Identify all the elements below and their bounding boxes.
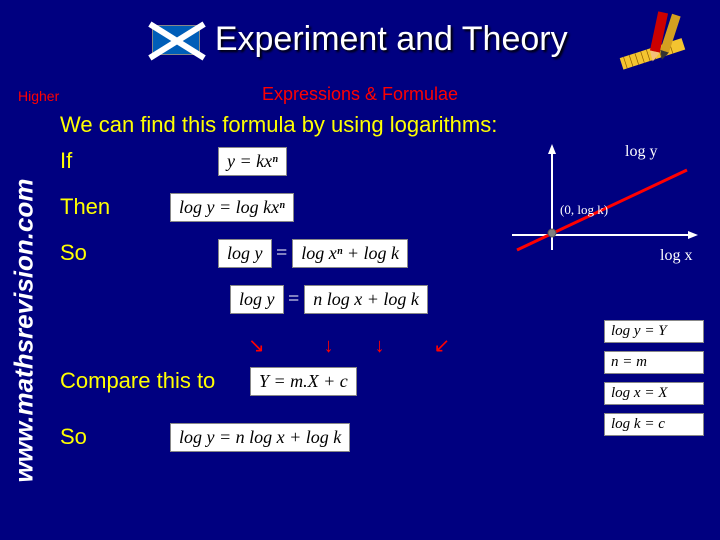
side-eq-4: log k = c: [604, 413, 704, 436]
comparison-box: log y = Y n = m log x = X log k = c: [604, 320, 704, 444]
scotland-flag-icon: [152, 25, 200, 55]
so3-label: So: [60, 424, 170, 450]
arrow-down-icon: ↘: [248, 335, 265, 357]
log-graph: log y log x (0, log k): [492, 140, 702, 270]
then-equation: log y = log kxⁿ: [170, 193, 294, 222]
row-so2: log y = n log x + log k: [60, 283, 700, 315]
so3-equation: log y = n log x + log k: [170, 423, 350, 452]
compare-label: Compare this to: [60, 368, 250, 394]
then-label: Then: [60, 194, 170, 220]
subtitle: Expressions & Formulae: [0, 84, 720, 105]
intercept-label: (0, log k): [560, 202, 608, 217]
so2-lhs: log y: [230, 285, 284, 314]
compare-equation: Y = m.X + c: [250, 367, 357, 396]
page-title: Experiment and Theory: [215, 20, 568, 59]
side-eq-1: log y = Y: [604, 320, 704, 343]
arrow-down-icon: ↓: [375, 335, 385, 357]
arrow-down-icon: ↙: [433, 335, 450, 357]
side-eq-3: log x = X: [604, 382, 704, 405]
stationery-icon: [610, 8, 700, 78]
so1-lhs: log y: [218, 239, 272, 268]
if-label: If: [60, 148, 170, 174]
intro-text: We can find this formula by using logari…: [60, 112, 497, 138]
so1-rhs: log xⁿ + log k: [292, 239, 408, 268]
sidebar-url: www.mathsrevision.com: [9, 178, 40, 482]
if-equation: y = kxⁿ: [218, 147, 287, 176]
x-axis-label: log x: [660, 247, 692, 264]
arrow-down-icon: ↓: [324, 335, 334, 357]
sidebar: www.mathsrevision.com: [6, 150, 42, 510]
so2-rhs: n log x + log k: [304, 285, 428, 314]
so1-label: So: [60, 240, 170, 266]
y-axis-label: log y: [625, 143, 657, 160]
side-eq-2: n = m: [604, 351, 704, 374]
